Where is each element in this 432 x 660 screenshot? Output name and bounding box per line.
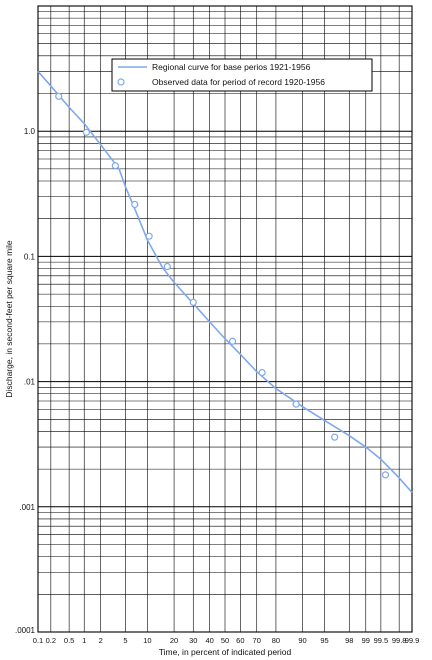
x-tick-label: 70 — [253, 636, 261, 645]
x-tick-label: 99.9 — [405, 636, 420, 645]
observed-data-point — [229, 337, 237, 345]
x-tick-label: 30 — [189, 636, 197, 645]
regional-curve-line — [37, 70, 413, 494]
observed-data-point — [55, 92, 63, 100]
x-tick-label: 20 — [170, 636, 178, 645]
x-tick-label: 99.8 — [392, 636, 407, 645]
x-tick-label: 0.5 — [64, 636, 74, 645]
observed-data-point — [258, 369, 266, 377]
y-tick-label: .0001 — [15, 626, 36, 635]
x-tick-label: 50 — [221, 636, 229, 645]
data-series — [37, 70, 413, 494]
legend-marker-label: Observed data for period of record 1920-… — [152, 77, 325, 87]
x-tick-label: 0.1 — [33, 636, 43, 645]
x-tick-labels: 0.1 0.2 0.5 1 2 5 10 20 30 40 50 60 70 80 90 95 98 99 99.5… — [33, 636, 420, 645]
x-tick-label: 95 — [320, 636, 328, 645]
x-tick-label: 90 — [298, 636, 306, 645]
x-axis-title: Time, in percent of indicated period — [159, 647, 292, 657]
x-tick-label: 10 — [143, 636, 151, 645]
x-tick-label: 98 — [345, 636, 353, 645]
plot-frame — [37, 5, 413, 633]
observed-data-point — [111, 162, 119, 170]
legend-marker-swatch — [117, 78, 125, 86]
x-tick-label: 80 — [272, 636, 280, 645]
x-tick-label: 99 — [362, 636, 370, 645]
y-tick-label: .001 — [19, 503, 35, 512]
x-tick-label: 2 — [99, 636, 103, 645]
y-axis-title: Discharge, in second-feet per square mil… — [4, 240, 14, 398]
observed-data-point — [189, 298, 197, 306]
legend-line-label: Regional curve for base perios 1921-1956 — [152, 62, 311, 72]
legend: Regional curve for base perios 1921-1956… — [111, 58, 373, 92]
grid — [38, 6, 412, 632]
y-tick-label: .01 — [24, 378, 36, 387]
observed-data-point — [331, 433, 339, 441]
x-tick-label: 60 — [236, 636, 244, 645]
observed-data-point — [131, 200, 139, 209]
observed-data-point — [145, 232, 153, 240]
observed-data-point — [292, 400, 300, 408]
observed-data-point — [381, 471, 390, 479]
x-tick-label: 0.2 — [46, 636, 56, 645]
x-tick-label: 99.5 — [374, 636, 389, 645]
y-tick-labels: 1.0 0.1 .01 .001 .0001 — [15, 127, 36, 635]
x-tick-label: 5 — [123, 636, 127, 645]
x-tick-label: 1 — [82, 636, 86, 645]
y-tick-label: 0.1 — [24, 252, 36, 261]
observed-data-point — [163, 262, 171, 271]
observed-data-point — [82, 128, 91, 136]
x-tick-label: 40 — [205, 636, 213, 645]
y-tick-label: 1.0 — [24, 127, 36, 136]
legend-box — [111, 58, 373, 92]
